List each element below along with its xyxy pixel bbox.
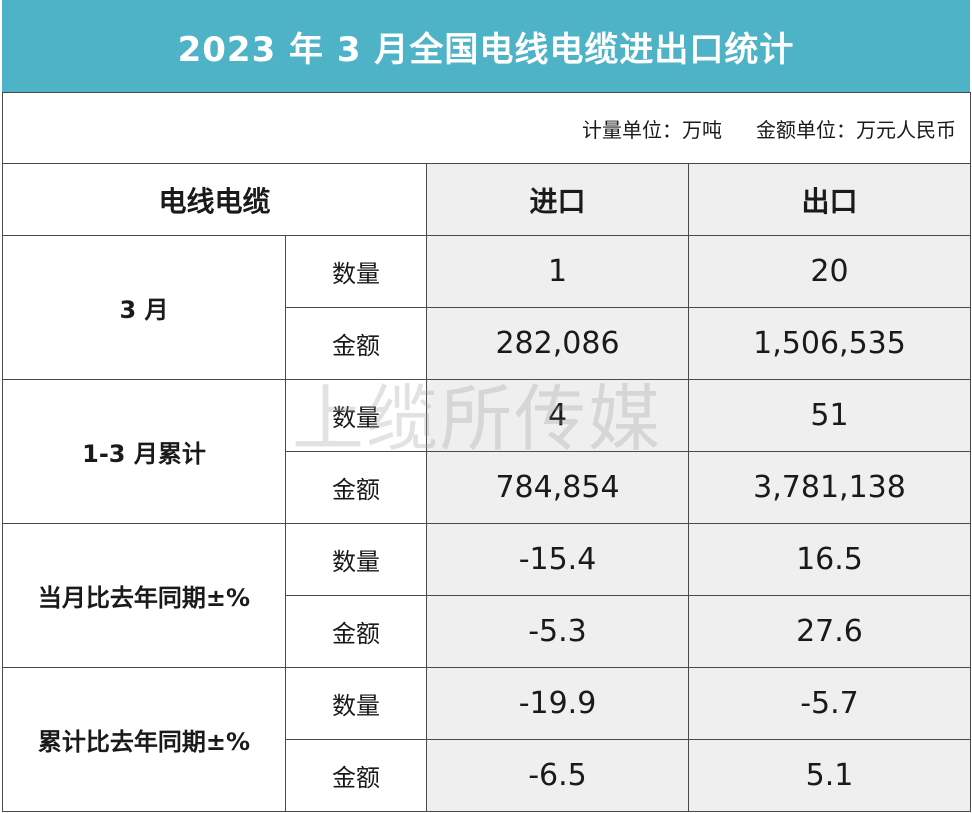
export-value: 1,506,535: [688, 307, 971, 380]
export-value: 27.6: [688, 595, 971, 668]
export-value: 20: [688, 235, 971, 308]
group-label: 1-3 月累计: [2, 379, 286, 524]
metric-label: 金额: [285, 307, 427, 380]
stats-table: 计量单位：万吨 金额单位：万元人民币 电线电缆 进口 出口 3 月 数量 1 20…: [2, 92, 971, 812]
import-value: 784,854: [426, 451, 689, 524]
import-value: -15.4: [426, 523, 689, 596]
metric-label: 数量: [285, 667, 427, 740]
metric-label: 金额: [285, 451, 427, 524]
export-value: 16.5: [688, 523, 971, 596]
header-category: 电线电缆: [2, 163, 427, 236]
import-value: 1: [426, 235, 689, 308]
header-import: 进口: [426, 163, 689, 236]
table-row: 3 月 数量 1 20: [2, 235, 971, 380]
header-row: 电线电缆 进口 出口: [2, 163, 971, 236]
metric-label: 金额: [285, 595, 427, 668]
import-value: 4: [426, 379, 689, 452]
table-row: 1-3 月累计 数量 4 51: [2, 379, 971, 524]
metric-label: 金额: [285, 739, 427, 812]
table-row: 金额 -6.5 5.1: [3, 739, 971, 812]
group-label: 累计比去年同期±%: [2, 667, 286, 812]
import-value: -6.5: [426, 739, 689, 812]
export-value: -5.7: [688, 667, 971, 740]
table-row: 累计比去年同期±% 数量 -19.9 -5.7: [2, 667, 971, 812]
group-label: 3 月: [2, 235, 286, 380]
units-row: 计量单位：万吨 金额单位：万元人民币: [2, 92, 971, 164]
header-export: 出口: [688, 163, 971, 236]
import-value: 282,086: [426, 307, 689, 380]
export-value: 5.1: [688, 739, 971, 812]
import-value: -19.9: [426, 667, 689, 740]
metric-label: 数量: [285, 235, 427, 308]
amount-unit-label: 金额单位：万元人民币: [756, 117, 956, 142]
units-cell: 计量单位：万吨 金额单位：万元人民币: [2, 92, 971, 164]
export-value: 3,781,138: [688, 451, 971, 524]
metric-label: 数量: [285, 523, 427, 596]
export-value: 51: [688, 379, 971, 452]
metric-label: 数量: [285, 379, 427, 452]
page-title: 2023 年 3 月全国电线电缆进出口统计: [177, 29, 795, 70]
table-row: 金额 -5.3 27.6: [3, 595, 971, 668]
import-value: -5.3: [426, 595, 689, 668]
table-row: 当月比去年同期±% 数量 -15.4 16.5: [2, 523, 971, 668]
group-label: 当月比去年同期±%: [2, 523, 286, 668]
quantity-unit-label: 计量单位：万吨: [582, 117, 722, 142]
table-row: 金额 784,854 3,781,138: [3, 451, 971, 524]
title-bar: 2023 年 3 月全国电线电缆进出口统计: [2, 0, 970, 92]
